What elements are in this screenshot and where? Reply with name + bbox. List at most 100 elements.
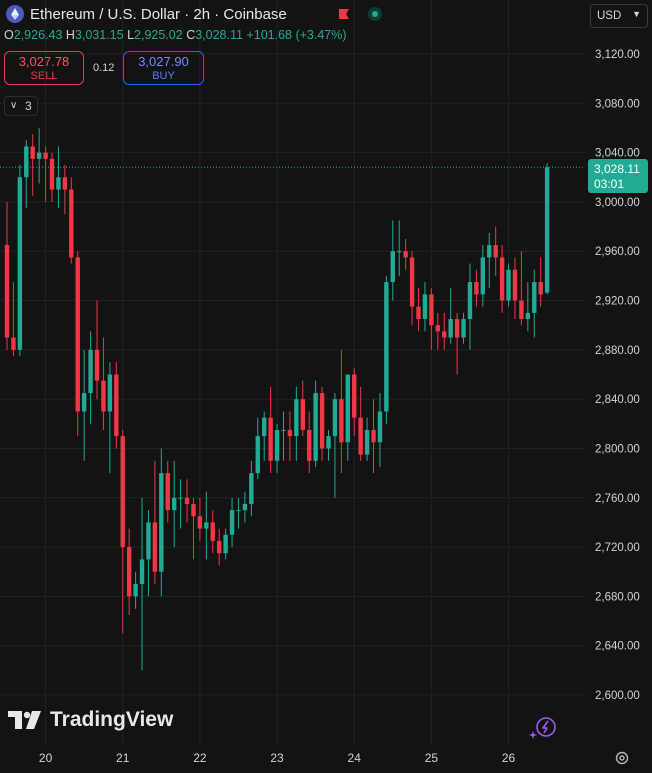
flag-icon[interactable]: [338, 8, 350, 20]
candle-body: [223, 534, 228, 554]
candle: [223, 528, 228, 560]
candle: [4, 201, 10, 350]
price-tick-label: 2,960.00: [595, 246, 640, 258]
price-tick-label: 3,040.00: [595, 148, 640, 160]
candle-body: [377, 411, 383, 443]
candle-body: [24, 146, 29, 178]
gear-icon[interactable]: [614, 750, 630, 766]
candle: [429, 288, 434, 350]
candle-body: [454, 319, 460, 338]
candle-body: [262, 417, 267, 437]
candle: [274, 423, 280, 474]
candle: [120, 429, 125, 634]
candle: [43, 146, 48, 202]
candle: [178, 479, 183, 529]
candle-body: [506, 269, 511, 301]
buy-button[interactable]: 3,027.90 BUY: [123, 51, 204, 85]
candle-body: [326, 436, 331, 449]
close-value: 3,028.11: [195, 28, 243, 42]
candle-body: [88, 349, 93, 393]
candle: [69, 177, 74, 264]
high-label: H: [65, 28, 75, 42]
candle: [339, 349, 344, 474]
candle: [294, 386, 299, 461]
candle-body: [480, 257, 486, 295]
market-status-icon[interactable]: [368, 7, 382, 21]
candle-body: [294, 399, 299, 437]
candle: [236, 497, 241, 529]
candle-body: [268, 417, 273, 461]
candle: [146, 510, 151, 597]
candle-body: [519, 300, 524, 320]
candle: [171, 460, 177, 548]
candle: [49, 152, 55, 202]
candle: [159, 448, 164, 597]
candle-body: [75, 257, 80, 412]
candle: [17, 164, 23, 357]
tradingview-logo-icon: [8, 711, 41, 729]
candle: [255, 417, 260, 480]
bar-countdown: 03:01: [594, 177, 625, 191]
time-axis[interactable]: 20 21 22 23 24 25 26: [39, 751, 516, 765]
candle-body: [126, 547, 132, 597]
currency-select[interactable]: USD ▼: [590, 4, 648, 28]
price-tick-label: 2,760.00: [595, 493, 640, 505]
candle-body: [274, 429, 280, 461]
time-tick-label: 23: [270, 751, 284, 765]
candle-body: [442, 331, 447, 338]
candle: [56, 146, 61, 209]
candle-body: [159, 473, 164, 572]
candle-body: [204, 522, 209, 529]
candle-body: [435, 325, 441, 332]
price-tick-label: 2,800.00: [595, 443, 640, 455]
symbol-title[interactable]: Ethereum / U.S. Dollar · 2h · Coinbase: [30, 6, 287, 23]
price-tick-label: 3,080.00: [595, 98, 640, 110]
candle-body: [178, 497, 183, 499]
candle: [307, 411, 312, 474]
currency-label: USD: [597, 10, 622, 22]
candle-body: [184, 497, 190, 504]
candle: [101, 337, 106, 430]
candle: [454, 312, 460, 375]
candle-body: [69, 189, 74, 258]
candle-body: [544, 167, 550, 293]
candle-body: [487, 245, 492, 258]
candle: [62, 164, 68, 215]
candle: [11, 282, 16, 357]
sell-button[interactable]: 3,027.78 SELL: [4, 51, 84, 85]
candle: [364, 417, 370, 461]
indicators-toggle-button[interactable]: ∨ 3: [4, 96, 38, 116]
candle: [332, 392, 338, 498]
candle: [242, 491, 248, 523]
time-tick-label: 20: [39, 751, 53, 765]
candle: [107, 362, 113, 474]
candle-body: [429, 294, 434, 326]
candle: [216, 528, 222, 566]
ethereum-icon[interactable]: [6, 5, 24, 23]
candle: [133, 571, 138, 609]
candle: [184, 479, 190, 523]
candle: [88, 331, 93, 424]
price-tick-label: 2,600.00: [595, 690, 640, 702]
candle-body: [94, 349, 100, 381]
candle: [525, 282, 531, 332]
candle: [326, 429, 331, 461]
candle-body: [36, 152, 42, 159]
time-tick-label: 26: [502, 751, 516, 765]
candle-body: [242, 503, 248, 511]
candle-body: [146, 522, 151, 560]
candle: [442, 312, 447, 350]
assistant-spark-icon[interactable]: [528, 716, 558, 740]
candlestick-series: [4, 127, 550, 671]
price-axis[interactable]: 3,120.00 3,080.00 3,040.00 3,000.00 2,960.00…: [595, 49, 640, 702]
candle-body: [422, 294, 428, 320]
buy-label: BUY: [152, 70, 175, 82]
candle: [358, 386, 363, 461]
candle: [152, 460, 158, 585]
price-tick-label: 3,120.00: [595, 49, 640, 61]
sell-price: 3,027.78: [18, 54, 70, 69]
time-tick-label: 25: [425, 751, 439, 765]
candle: [371, 399, 376, 474]
candle-body: [30, 146, 35, 159]
